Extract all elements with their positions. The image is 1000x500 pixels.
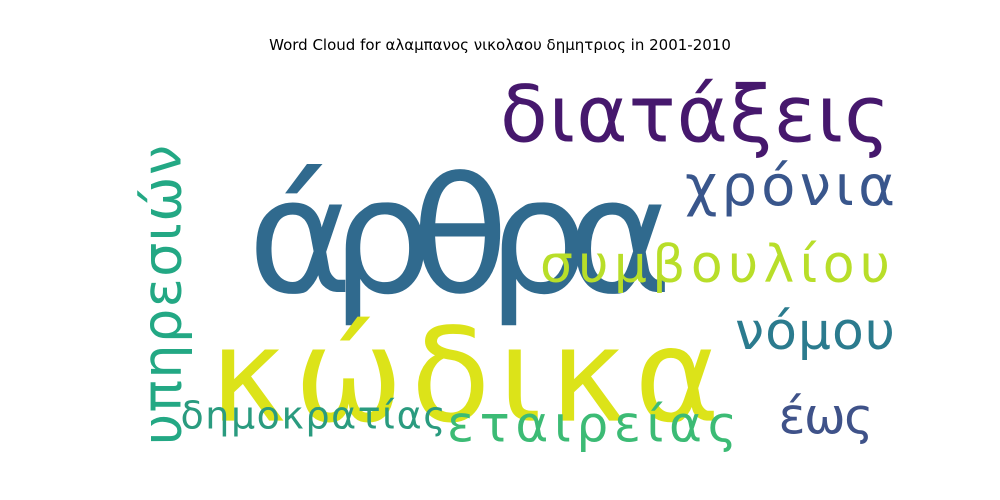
word-1: άρθρα xyxy=(248,143,673,330)
chart-title: Word Cloud for αλαμπανος νικολαου δημητρ… xyxy=(269,36,731,54)
word-5: συμβουλίου xyxy=(540,235,890,295)
word-10: έως xyxy=(779,388,874,446)
word-2: κώδικα xyxy=(210,300,720,452)
word-9: εταιρείας xyxy=(447,396,737,454)
word-7: νόμου xyxy=(735,302,895,362)
word-4: χρόνια xyxy=(685,154,895,219)
word-3: διατάξεις xyxy=(500,70,890,160)
word-8: δημοκρατίας xyxy=(181,394,446,438)
word-6: υπηρεσιών xyxy=(131,145,194,445)
